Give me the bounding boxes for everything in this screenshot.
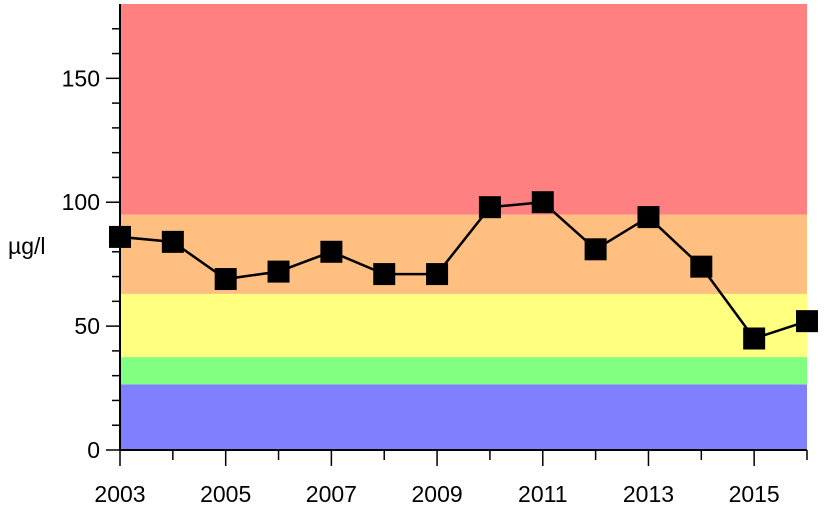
data-point-2006 (267, 260, 290, 283)
x-tick-label: 2007 (306, 481, 357, 507)
y-tick-label: 150 (62, 65, 100, 91)
data-point-2015 (743, 327, 766, 350)
y-axis-ticks: 0 50 100 150 (62, 28, 120, 463)
data-point-2013 (637, 206, 660, 229)
data-point-2008 (373, 263, 396, 286)
data-point-2009 (426, 263, 449, 286)
x-axis-ticks: 2003 2005 2007 2009 2011 2013 2015 (94, 450, 808, 507)
data-point-2014 (690, 255, 713, 278)
y-tick-label: 100 (62, 189, 100, 215)
threshold-bands (120, 4, 807, 450)
x-tick-label: 2005 (200, 481, 251, 507)
data-points (109, 191, 818, 350)
band-4 (120, 4, 807, 215)
data-point-2004 (161, 230, 184, 253)
x-tick-label: 2011 (518, 481, 567, 507)
data-point-2012 (584, 238, 607, 261)
band-2 (120, 293, 807, 358)
data-point-2007 (320, 240, 343, 263)
band-0 (120, 384, 807, 450)
data-point-2011 (531, 191, 554, 214)
x-tick-label: 2013 (623, 481, 674, 507)
data-point-2010 (478, 196, 501, 219)
y-tick-label: 0 (87, 437, 100, 463)
x-tick-label: 2003 (94, 481, 145, 507)
x-tick-label: 2015 (729, 481, 780, 507)
data-point-2016 (796, 310, 818, 333)
data-point-2005 (214, 268, 237, 291)
band-1 (120, 357, 807, 385)
y-tick-label: 50 (74, 313, 100, 339)
x-tick-label: 2009 (411, 481, 462, 507)
y-axis-label: µg/l (8, 233, 46, 259)
